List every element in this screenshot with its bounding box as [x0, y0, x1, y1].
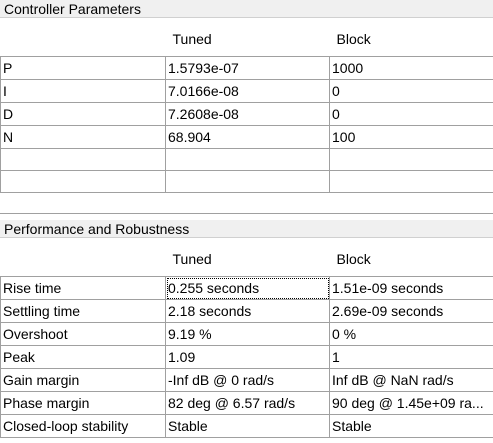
block-value-cell[interactable]: 90 deg @ 1.45e+09 ra...	[329, 391, 493, 415]
block-value-cell[interactable]: Stable	[329, 414, 493, 438]
row-label: N	[0, 125, 166, 149]
block-value-cell[interactable]: 2.69e-09 seconds	[329, 299, 493, 323]
row-label: Peak	[0, 345, 166, 369]
block-value-cell[interactable]	[329, 148, 493, 171]
table-row[interactable]: Gain margin -Inf dB @ 0 rad/s Inf dB @ N…	[0, 368, 493, 392]
performance-robustness-table: Tuned Block Rise time 0.255 seconds 1.51…	[0, 242, 493, 438]
column-header-block: Block	[329, 242, 493, 277]
tuned-value-cell[interactable]: -Inf dB @ 0 rad/s	[165, 368, 330, 392]
table-row[interactable]: Peak 1.09 1	[0, 345, 493, 369]
table-row[interactable]	[0, 148, 493, 171]
row-label: Phase margin	[0, 391, 166, 415]
row-label	[0, 170, 166, 193]
row-label: P	[0, 56, 166, 80]
table-header-row: Tuned Block	[0, 22, 493, 57]
tuned-value-cell[interactable]	[165, 148, 330, 171]
column-header-tuned: Tuned	[165, 22, 330, 57]
table-row[interactable]: Rise time 0.255 seconds 1.51e-09 seconds	[0, 276, 493, 300]
block-value-cell[interactable]: 1	[329, 345, 493, 369]
tuned-value-cell[interactable]: Stable	[165, 414, 330, 438]
row-label: I	[0, 79, 166, 103]
tuned-value-cell[interactable]: 9.19 %	[165, 322, 330, 346]
block-value-cell[interactable]: 1.51e-09 seconds	[329, 276, 493, 300]
row-label	[0, 148, 166, 171]
tuned-value-cell[interactable]: 68.904	[165, 125, 330, 149]
tuned-value-cell[interactable]: 0.255 seconds	[165, 276, 330, 300]
block-value-cell[interactable]: 100	[329, 125, 493, 149]
tuned-value-cell[interactable]: 1.09	[165, 345, 330, 369]
block-value-cell[interactable]	[329, 170, 493, 193]
row-label: Closed-loop stability	[0, 414, 166, 438]
column-header-parameter	[0, 22, 166, 57]
table-row[interactable]: Phase margin 82 deg @ 6.57 rad/s 90 deg …	[0, 391, 493, 415]
table-row[interactable]: P 1.5793e-07 1000	[0, 56, 493, 80]
tuned-value-cell[interactable]: 2.18 seconds	[165, 299, 330, 323]
tuned-value-cell[interactable]: 7.2608e-08	[165, 102, 330, 126]
column-header-block: Block	[329, 22, 493, 57]
block-value-cell[interactable]: 1000	[329, 56, 493, 80]
table-row[interactable]	[0, 170, 493, 193]
table-row[interactable]: Settling time 2.18 seconds 2.69e-09 seco…	[0, 299, 493, 323]
controller-parameters-table: Tuned Block P 1.5793e-07 1000 I 7.0166e-…	[0, 22, 493, 193]
tuned-value-cell[interactable]: 82 deg @ 6.57 rad/s	[165, 391, 330, 415]
controller-parameters-header: Controller Parameters	[0, 0, 493, 18]
row-label: Gain margin	[0, 368, 166, 392]
table-header-row: Tuned Block	[0, 242, 493, 277]
table-row[interactable]: Closed-loop stability Stable Stable	[0, 414, 493, 438]
block-value-cell[interactable]: 0	[329, 79, 493, 103]
table-row[interactable]: N 68.904 100	[0, 125, 493, 149]
column-header-tuned: Tuned	[165, 242, 330, 277]
block-value-cell[interactable]: 0	[329, 102, 493, 126]
table-row[interactable]: I 7.0166e-08 0	[0, 79, 493, 103]
row-label: D	[0, 102, 166, 126]
row-label: Settling time	[0, 299, 166, 323]
performance-robustness-header: Performance and Robustness	[0, 220, 493, 238]
column-header-metric	[0, 242, 166, 277]
tuned-value-cell[interactable]: 7.0166e-08	[165, 79, 330, 103]
table-row[interactable]: Overshoot 9.19 % 0 %	[0, 322, 493, 346]
tuned-value-cell[interactable]	[165, 170, 330, 193]
row-label: Rise time	[0, 276, 166, 300]
row-label: Overshoot	[0, 322, 166, 346]
block-value-cell[interactable]: 0 %	[329, 322, 493, 346]
table-row[interactable]: D 7.2608e-08 0	[0, 102, 493, 126]
tuned-value-cell[interactable]: 1.5793e-07	[165, 56, 330, 80]
section-divider	[0, 213, 493, 214]
block-value-cell[interactable]: Inf dB @ NaN rad/s	[329, 368, 493, 392]
